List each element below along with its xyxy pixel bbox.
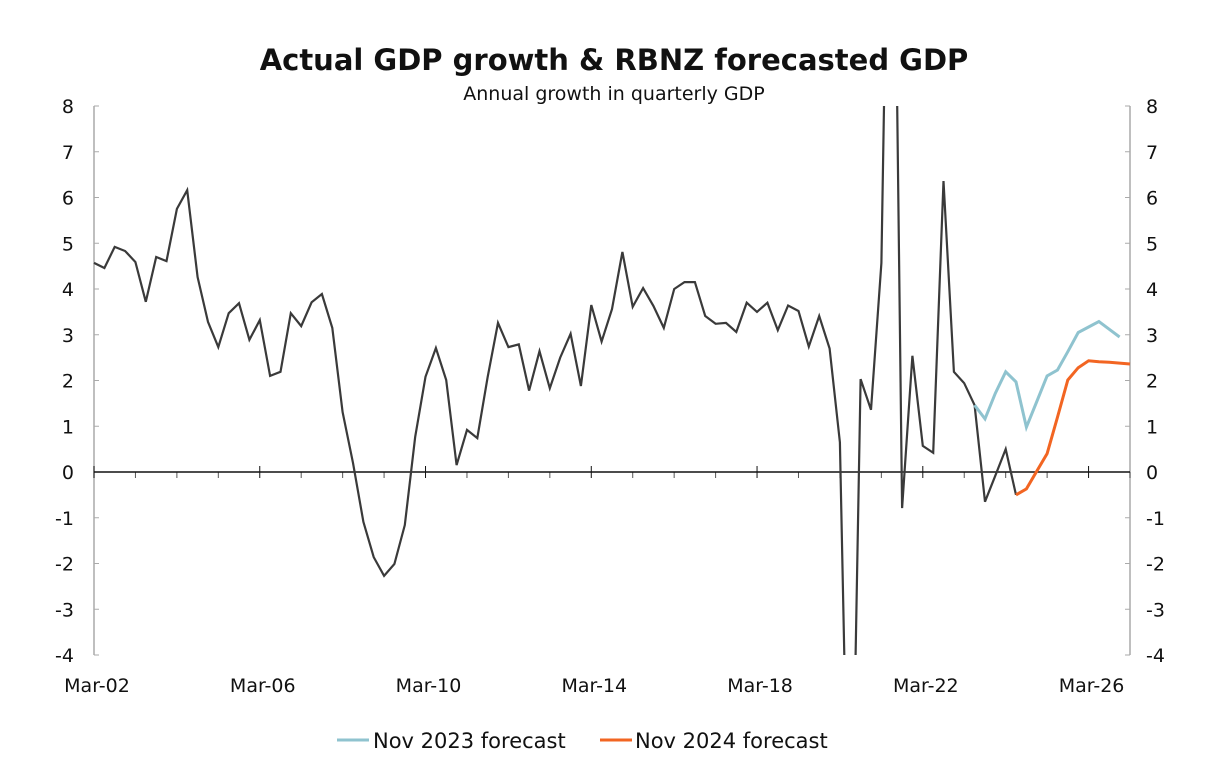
left-y-tick-label: 5: [62, 233, 74, 255]
series-line-actual-gdp: [93, 105, 1018, 656]
left-y-tick-label: -3: [55, 599, 74, 621]
right-y-tick-label: 0: [1146, 462, 1158, 484]
x-tick-label: Mar-26: [1059, 675, 1125, 697]
right-y-tick-label: 5: [1146, 233, 1158, 255]
x-tick-label: Mar-10: [396, 675, 462, 697]
right-y-tick-label: -3: [1146, 599, 1165, 621]
left-y-tick-label: 6: [62, 188, 74, 210]
legend-label-nov-2023: Nov 2023 forecast: [373, 729, 566, 753]
x-tick-label: Mar-14: [561, 675, 627, 697]
legend-item-nov-2024[interactable]: Nov 2024 forecast: [600, 729, 828, 753]
right-y-tick-label: 1: [1146, 416, 1158, 438]
legend: Nov 2023 forecast Nov 2024 forecast: [337, 729, 828, 753]
left-y-tick-label: 3: [62, 325, 74, 347]
right-y-tick-label: 7: [1146, 142, 1158, 164]
legend-item-nov-2023[interactable]: Nov 2023 forecast: [337, 729, 566, 753]
legend-label-nov-2024: Nov 2024 forecast: [635, 729, 828, 753]
left-y-tick-label: 8: [62, 96, 74, 118]
right-y-tick-label: -4: [1146, 645, 1165, 667]
series-line-nov-2024-forecast: [1015, 359, 1131, 497]
x-tick-label: Mar-18: [727, 675, 793, 697]
right-y-tick-label: 4: [1146, 279, 1158, 301]
right-y-tick-label: 8: [1146, 96, 1158, 118]
right-y-tick-label: 6: [1146, 188, 1158, 210]
right-y-tick-label: -2: [1146, 554, 1165, 576]
left-y-tick-label: 1: [62, 416, 74, 438]
chart-subtitle: Annual growth in quarterly GDP: [463, 83, 764, 105]
left-y-tick-label: 0: [62, 462, 74, 484]
series-line-nov-2023-forecast: [973, 319, 1121, 433]
left-y-tick-label: -1: [55, 508, 74, 530]
chart-title: Actual GDP growth & RBNZ forecasted GDP: [260, 43, 969, 77]
right-y-tick-label: 2: [1146, 371, 1158, 393]
right-y-tick-label: 3: [1146, 325, 1158, 347]
right-y-tick-label: -1: [1146, 508, 1165, 530]
x-tick-label: Mar-06: [230, 675, 296, 697]
left-y-tick-label: 2: [62, 371, 74, 393]
left-y-tick-label: 4: [62, 279, 74, 301]
x-tick-label: Mar-02: [64, 675, 130, 697]
left-y-tick-label: 7: [62, 142, 74, 164]
x-tick-label: Mar-22: [893, 675, 959, 697]
left-y-tick-label: -4: [55, 645, 74, 667]
left-y-tick-label: -2: [55, 554, 74, 576]
